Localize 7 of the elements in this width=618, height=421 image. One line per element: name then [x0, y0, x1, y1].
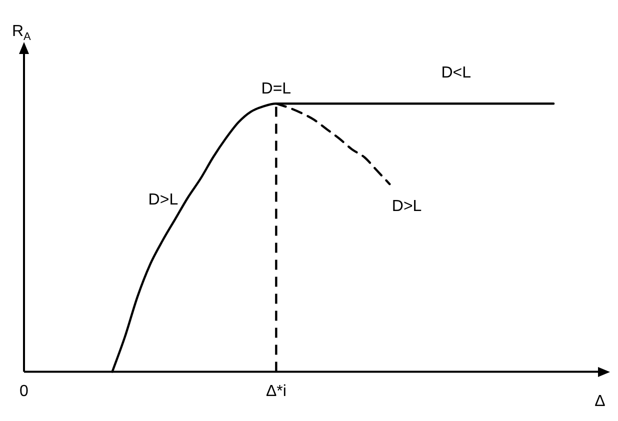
text: D<L: [441, 64, 472, 82]
x-tick-label: 0: [20, 382, 29, 400]
x-axis-title: Δ: [594, 392, 606, 410]
x-tick-label: Δ*i: [266, 382, 286, 400]
annotation: D=L: [261, 80, 292, 98]
annotation: D>L: [148, 191, 178, 208]
annotation: D>L: [392, 198, 422, 215]
